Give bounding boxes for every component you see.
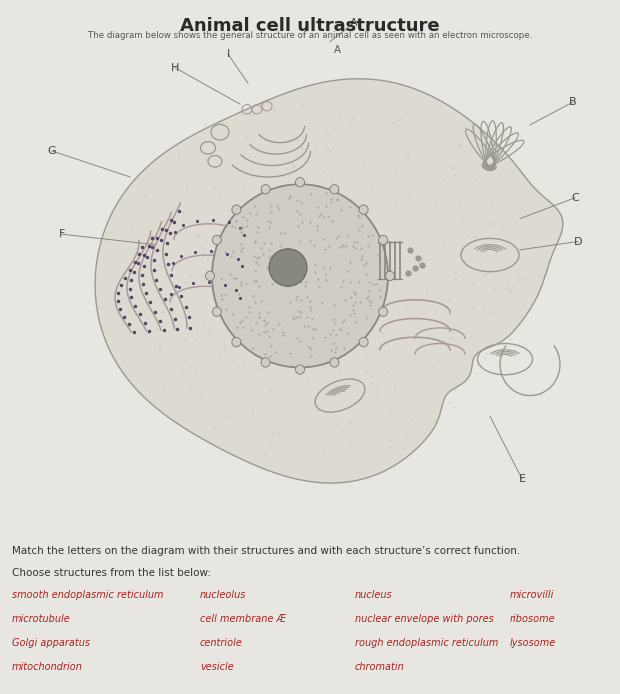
Text: nuclear envelope with pores: nuclear envelope with pores [355,614,494,624]
Ellipse shape [359,205,368,214]
Text: A: A [334,45,342,55]
Text: mitochondrion: mitochondrion [12,662,83,672]
Ellipse shape [261,357,270,367]
Text: E: E [518,474,526,484]
Text: F: F [59,229,65,239]
Ellipse shape [386,271,394,280]
Text: cell membrane Æ: cell membrane Æ [200,614,286,624]
Text: Match the letters on the diagram with their structures and with each structure’s: Match the letters on the diagram with th… [12,546,520,557]
Text: D: D [574,237,582,246]
Ellipse shape [379,235,388,245]
Ellipse shape [330,357,339,367]
Text: lysosome: lysosome [510,638,556,648]
Text: smooth endoplasmic reticulum: smooth endoplasmic reticulum [12,590,164,600]
Text: rough endoplasmic reticulum: rough endoplasmic reticulum [355,638,498,648]
Text: H: H [171,62,179,73]
Text: A: A [350,18,358,28]
Polygon shape [95,79,563,483]
Ellipse shape [205,271,215,280]
Text: microtubule: microtubule [12,614,71,624]
Text: Choose structures from the list below:: Choose structures from the list below: [12,568,211,578]
Text: centriole: centriole [200,638,243,648]
Text: ribosome: ribosome [510,614,556,624]
Text: B: B [569,97,577,107]
Text: vesicle: vesicle [200,662,234,672]
Text: nucleus: nucleus [355,590,392,600]
Text: C: C [571,193,579,203]
Ellipse shape [261,185,270,194]
Ellipse shape [212,185,388,368]
Text: The diagram below shows the general structure of an animal cell as seen with an : The diagram below shows the general stru… [88,31,532,40]
Text: Animal cell ultrastructure: Animal cell ultrastructure [180,17,440,35]
Ellipse shape [213,235,221,245]
Text: I: I [226,49,229,59]
Ellipse shape [232,337,241,347]
Ellipse shape [359,337,368,347]
Text: G: G [48,146,56,156]
Text: nucleolus: nucleolus [200,590,246,600]
Ellipse shape [296,178,304,187]
Ellipse shape [296,365,304,374]
Ellipse shape [269,249,307,287]
Ellipse shape [232,205,241,214]
Ellipse shape [330,185,339,194]
Text: Golgi apparatus: Golgi apparatus [12,638,90,648]
Text: chromatin: chromatin [355,662,405,672]
Text: microvilli: microvilli [510,590,554,600]
Ellipse shape [379,307,388,316]
Ellipse shape [213,307,221,316]
